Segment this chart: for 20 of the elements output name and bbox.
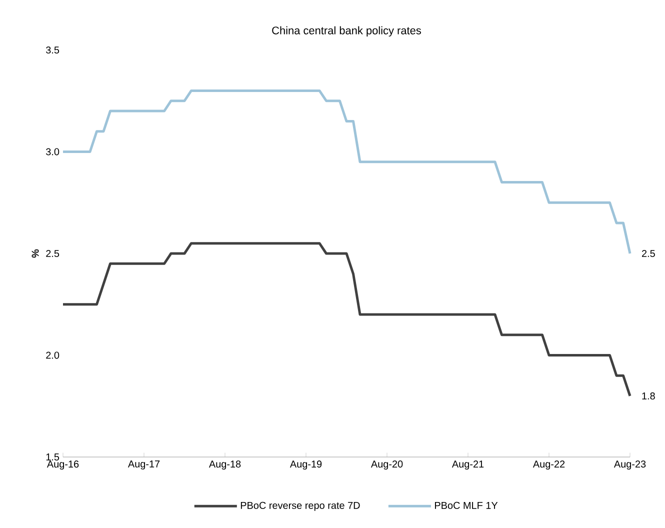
y-tick-label: 2.5 bbox=[46, 250, 60, 258]
x-tick-label: Aug-22 bbox=[532, 460, 565, 470]
x-tick-label: Aug-17 bbox=[128, 460, 160, 470]
y-tick-label: 1.5 bbox=[46, 454, 60, 460]
x-tick-label: Aug-20 bbox=[370, 460, 403, 470]
line-series bbox=[62, 89, 632, 255]
x-tick-label: Aug-21 bbox=[452, 460, 484, 470]
chart-title: China central bank policy rates bbox=[272, 26, 421, 37]
x-tick-label: Aug-18 bbox=[208, 460, 241, 470]
x-tick-label: Aug-23 bbox=[614, 460, 646, 470]
annotation: 2.5 bbox=[642, 250, 655, 258]
x-tick-label: Aug-19 bbox=[290, 460, 322, 470]
legend-label: PBoC reverse repo rate 7D bbox=[240, 502, 360, 511]
legend-label: PBoC MLF 1Y bbox=[435, 502, 498, 509]
y-tick-label: 3.0 bbox=[46, 148, 60, 156]
annotation: 1.8 bbox=[642, 392, 655, 400]
y-axis-title: % bbox=[32, 249, 39, 258]
y-tick-label: 2.0 bbox=[46, 352, 60, 359]
y-tick-label: 3.5 bbox=[46, 46, 60, 54]
x-tick-label: Aug-16 bbox=[46, 460, 79, 470]
